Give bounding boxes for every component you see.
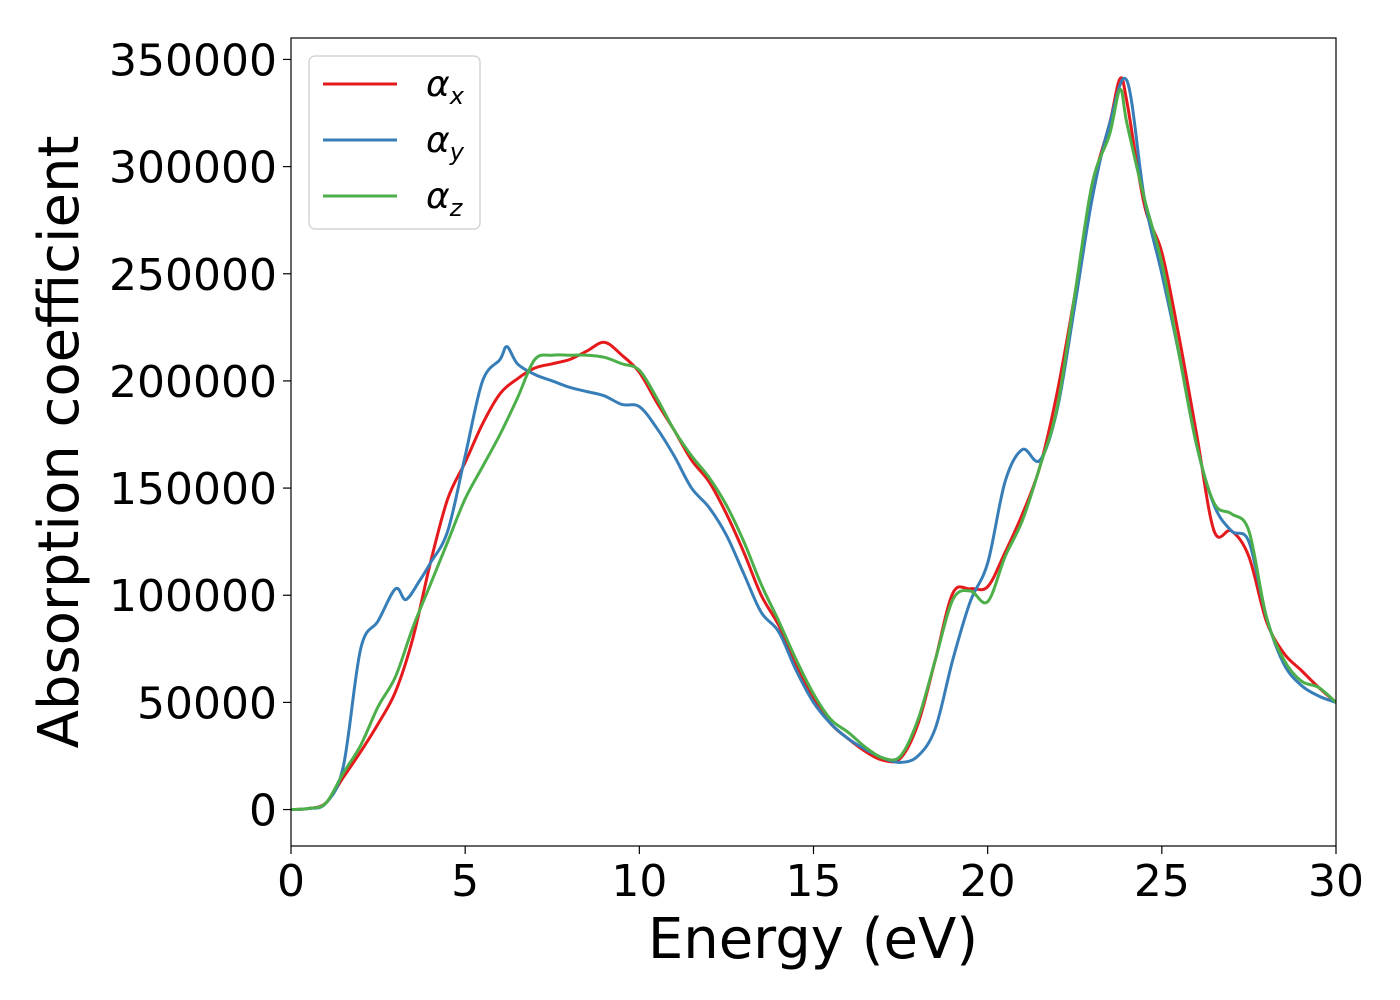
- x-tick-label: 30: [1308, 856, 1364, 907]
- x-axis-title: Energy (eV): [648, 907, 978, 972]
- series-line-αy: [291, 76, 1336, 812]
- series-line-αz: [291, 87, 1336, 812]
- y-tick-label: 300000: [109, 143, 277, 194]
- y-tick-label: 0: [249, 786, 277, 837]
- y-tick-label: 200000: [109, 357, 277, 408]
- x-tick-label: 25: [1134, 856, 1190, 907]
- y-tick-label: 250000: [109, 250, 277, 301]
- x-tick-label: 5: [451, 856, 479, 907]
- x-tick-label: 0: [277, 856, 305, 907]
- y-tick-label: 350000: [109, 35, 277, 86]
- y-tick-label: 100000: [109, 571, 277, 622]
- x-tick-label: 15: [786, 856, 842, 907]
- y-axis-title: Absorption coefficient: [27, 136, 92, 749]
- legend-label: αz: [426, 176, 464, 222]
- legend-box: [308, 55, 481, 230]
- y-tick-label: 150000: [109, 464, 277, 515]
- legend-label: αy: [426, 120, 465, 166]
- y-axis-ticks: 0 50000 100000 150000 200000 250000 300000 3500…: [109, 35, 291, 837]
- legend: αx αy αz: [308, 55, 481, 230]
- legend-label: αx: [426, 64, 465, 110]
- x-tick-label: 20: [960, 856, 1016, 907]
- x-axis-ticks: 0 5 10 15 20 25 30: [277, 846, 1364, 907]
- series-layer: [291, 76, 1336, 812]
- x-tick-label: 10: [611, 856, 667, 907]
- y-tick-label: 50000: [137, 678, 277, 729]
